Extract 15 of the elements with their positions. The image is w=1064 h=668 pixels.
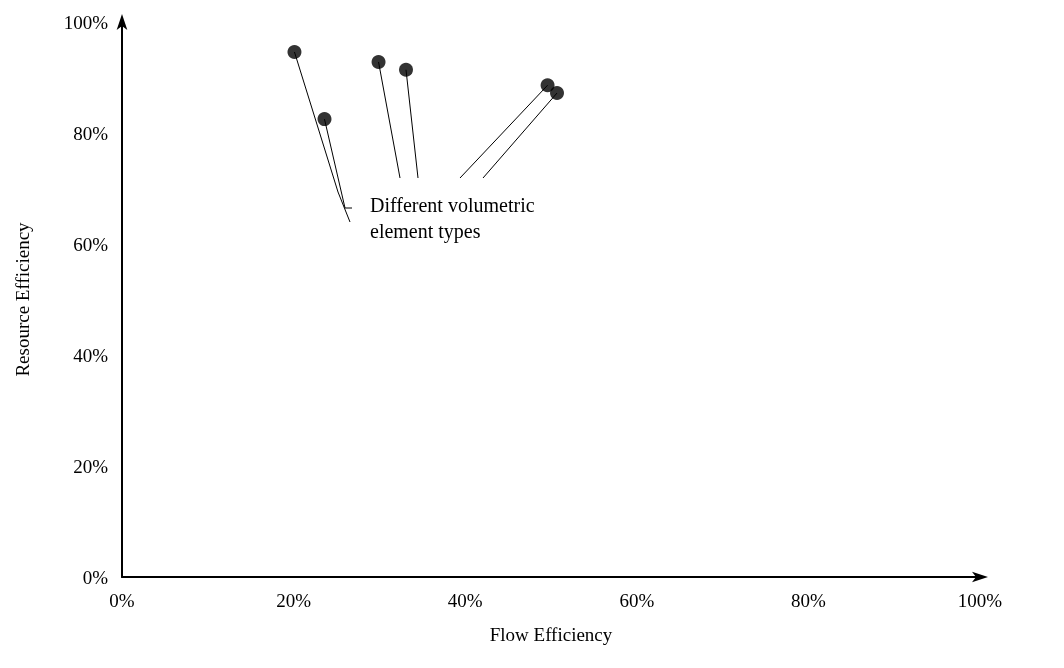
y-tick-label: 80% (73, 122, 109, 144)
y-axis-title: Resource Efficiency (12, 221, 33, 377)
x-axis-title: Flow Efficiency (489, 624, 613, 645)
y-tick-label: 60% (73, 233, 109, 255)
x-tick-label: 20% (276, 590, 312, 611)
x-tick-label: 0% (109, 590, 135, 611)
y-tick-label: 40% (73, 344, 109, 366)
x-tick-label: 80% (790, 590, 826, 611)
y-tick-label: 20% (73, 455, 109, 477)
y-tick-label: 100% (63, 11, 109, 33)
y-tick-label: 0% (82, 566, 109, 588)
x-tick-label: 60% (619, 590, 655, 611)
x-tick-label: 40% (447, 590, 483, 611)
annotation: Different volumetric element types (370, 194, 535, 243)
x-tick-label: 100% (957, 590, 1003, 611)
